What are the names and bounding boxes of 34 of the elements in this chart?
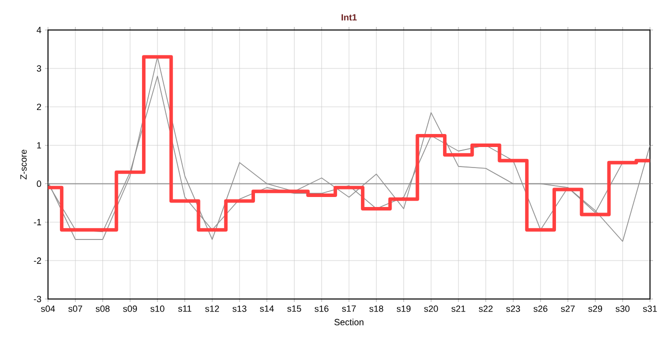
x-tick-label: s19 [396,306,411,312]
x-tick-label: s18 [369,306,384,312]
y-tick-label: 0 [36,180,42,187]
y-axis-title: Z-score [20,150,27,180]
y-tick-label: -1 [34,219,42,226]
x-tick-label: s20 [424,306,438,312]
x-tick-label: s11 [178,306,192,312]
x-tick-label: s27 [560,306,575,312]
x-tick-label: s10 [150,306,164,312]
x-tick-label: s07 [68,306,82,312]
y-tick-label: 3 [36,65,42,72]
y-tick-label: -3 [34,296,42,302]
y-tick-label: -2 [34,257,42,264]
x-tick-label: s04 [41,306,55,312]
x-tick-label: s09 [123,306,137,312]
y-tick-label: 4 [36,26,42,34]
x-tick-label: s08 [96,306,110,312]
x-axis-title: Section [334,318,364,326]
x-tick-label: s12 [205,306,219,312]
chart-title: Int1 [342,14,357,21]
y-tick-label: 1 [37,142,42,148]
x-tick-label: s22 [478,306,493,312]
x-tick-label: s15 [287,306,302,312]
x-tick-label: s14 [260,306,274,312]
x-tick-label: s29 [588,306,602,312]
x-tick-label: s16 [314,306,328,312]
x-tick-label: s30 [616,306,630,312]
x-tick-label: s26 [534,306,548,312]
y-tick-label: 2 [36,104,42,110]
x-tick-label: s21 [451,306,466,312]
x-tick-label: s17 [342,306,356,312]
x-tick-label: s31 [643,306,657,312]
x-tick-label: s13 [232,306,246,312]
x-tick-label: s23 [506,306,520,312]
